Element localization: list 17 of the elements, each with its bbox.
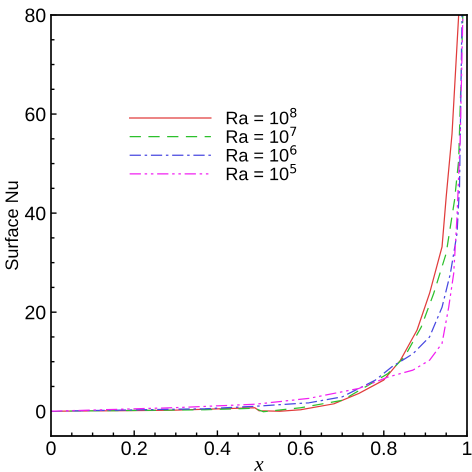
legend-label: Ra = 10$^{6}$ [226, 145, 297, 162]
y-axis-title: Surface Nu [4, 182, 18, 270]
x-axis-title: x [254, 461, 264, 471]
x-tick-label: 0.8 [371, 441, 396, 456]
legend-label: Ra = 10$^{8}$ [226, 108, 296, 124]
legend-label: Ra = 10$^{7}$ [226, 126, 296, 144]
y-tick-label: 60 [26, 108, 46, 122]
y-tick-label: 40 [24, 206, 46, 220]
legend-label: Ra = 10$^{5}$ [226, 164, 296, 180]
x-tick-label: 0.4 [204, 441, 230, 456]
x-tick-label: 0.6 [288, 441, 314, 456]
x-tick-label: 0.2 [121, 441, 147, 456]
y-tick-label: 0 [36, 404, 46, 418]
x-tick-label: 1 [463, 442, 472, 455]
y-tick-label: 20 [25, 306, 46, 320]
y-tick-label: 80 [25, 8, 46, 22]
x-tick-label: 0 [46, 441, 56, 456]
